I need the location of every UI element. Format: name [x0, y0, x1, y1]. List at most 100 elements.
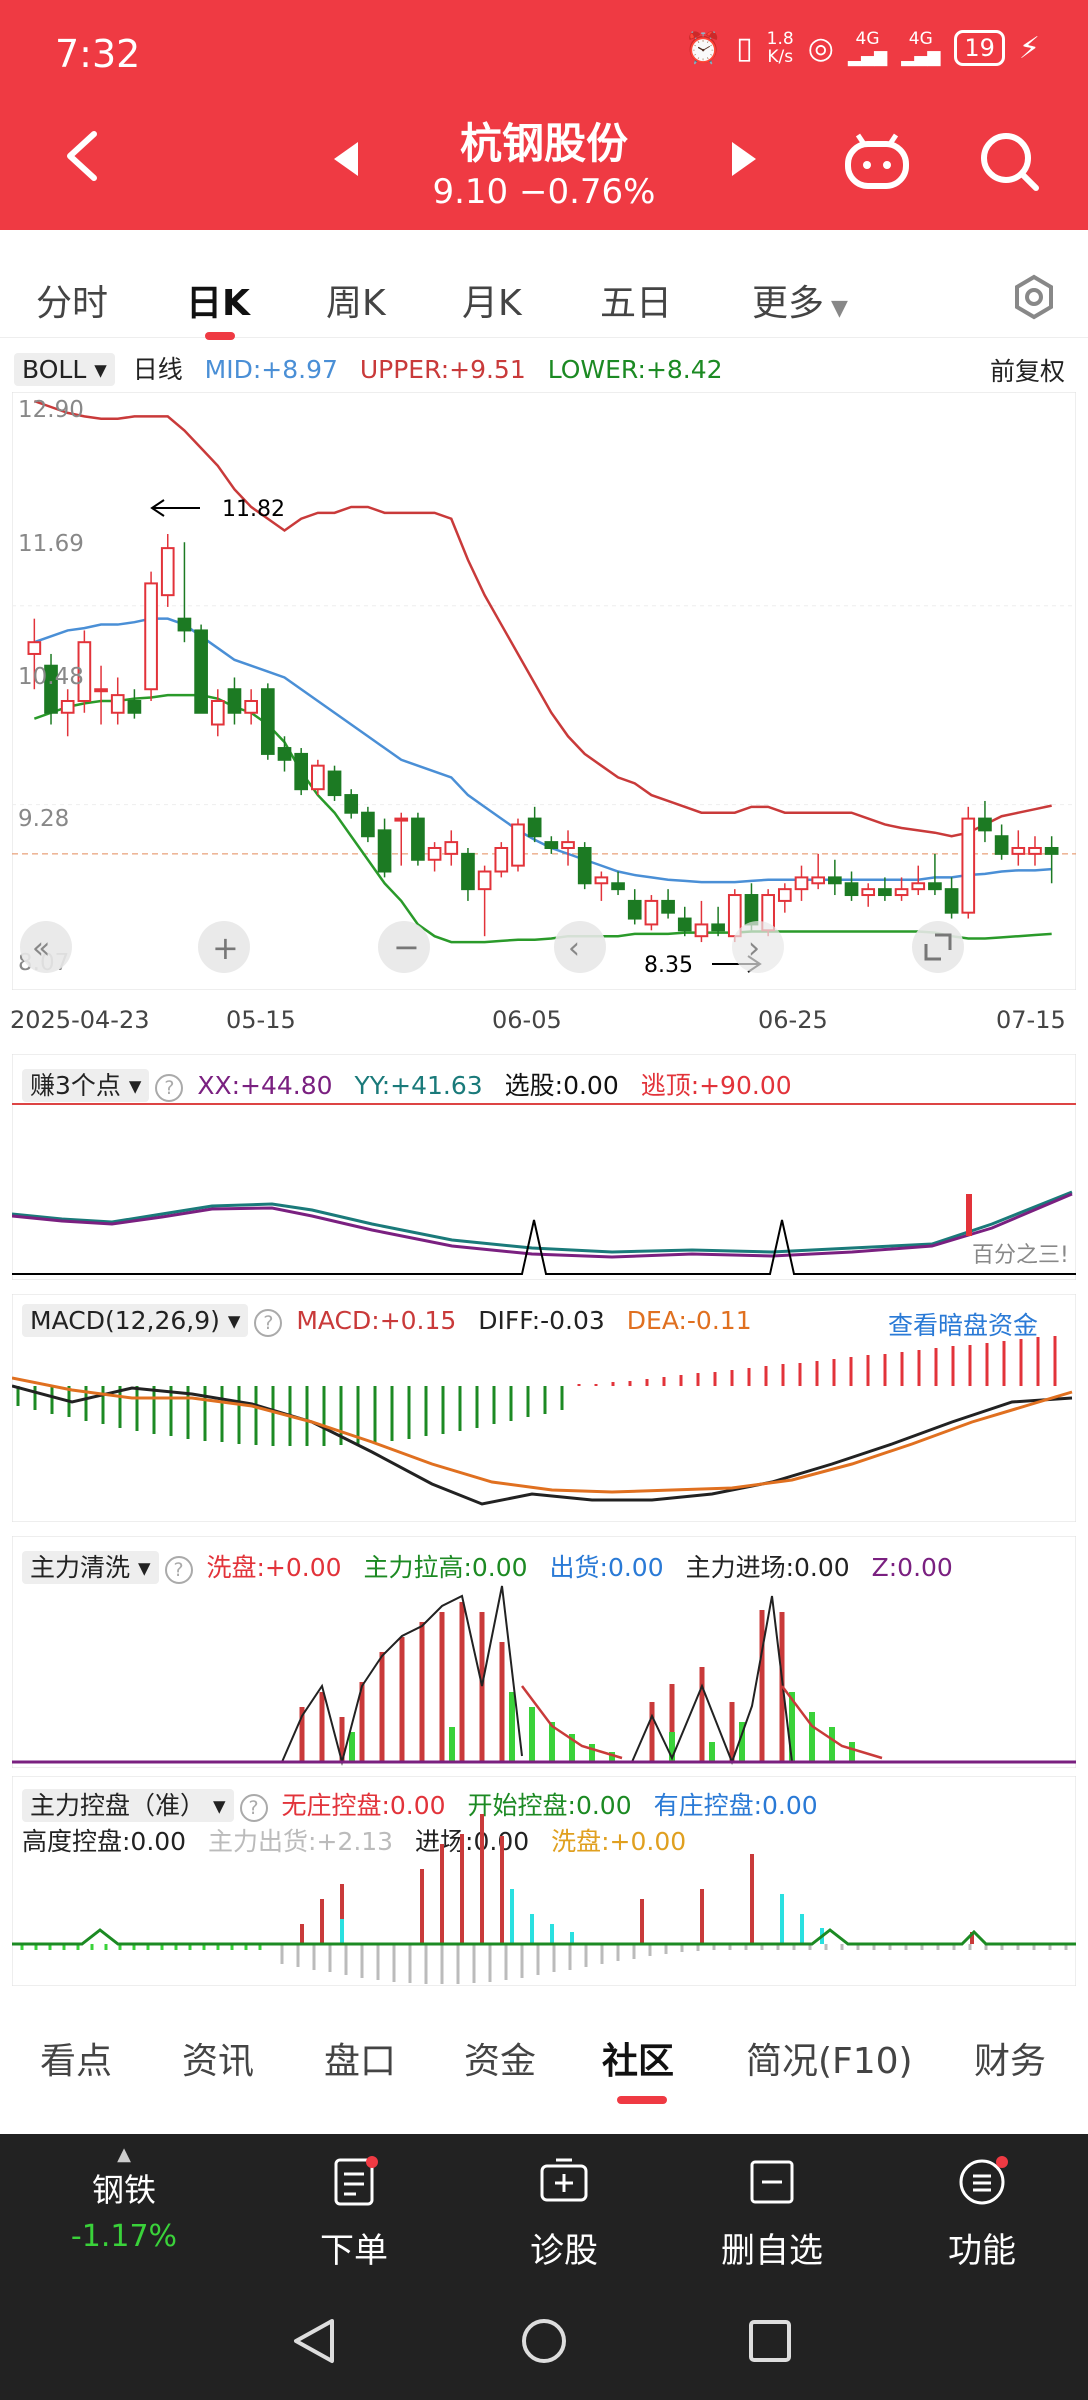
- up-arrow-icon: ▲: [117, 2144, 131, 2165]
- wash-bars: [281, 1585, 883, 1766]
- ind1-note: 百分之三!: [972, 1243, 1069, 1268]
- candle: [944, 877, 959, 919]
- nav-back-icon[interactable]: [292, 2317, 336, 2365]
- tab-profile[interactable]: 简况(F10): [746, 2041, 913, 2082]
- candle: [227, 677, 242, 725]
- candle-body: [194, 629, 208, 714]
- candle: [1011, 830, 1026, 866]
- boll-lower-line: [33, 693, 1052, 944]
- network-speed: 1.8 K/s: [767, 30, 794, 66]
- kline-chart[interactable]: 12.90 11.69 10.48 9.28 8.07 11.82 8.35 «…: [12, 392, 1076, 990]
- tab-month-k[interactable]: 月K: [462, 283, 522, 324]
- menu-icon: [959, 2156, 1008, 2205]
- candle-body: [611, 882, 625, 891]
- candle: [794, 865, 809, 901]
- candle-body: [527, 817, 542, 838]
- tab-week-k[interactable]: 周K: [326, 283, 386, 324]
- vibrate-icon: ▯: [736, 30, 753, 66]
- tab-community[interactable]: 社区: [602, 2041, 675, 2082]
- macd-selector[interactable]: MACD(12,26,9) ▾: [22, 1304, 249, 1337]
- candle-body: [511, 823, 525, 867]
- candle-body: [94, 688, 108, 693]
- control-bars: [20, 1814, 1068, 1984]
- robot-icon[interactable]: [842, 132, 912, 192]
- control-legend-2: 高度控盘:0.00 主力出货:+2.13 进场:0.00 洗盘:+0.00: [22, 1822, 686, 1858]
- candle-body: [227, 688, 242, 714]
- candle: [260, 683, 275, 760]
- order-label: 下单: [320, 2231, 388, 2271]
- candle-body: [77, 641, 92, 702]
- status-time: 7:32: [55, 32, 141, 76]
- next-stock-icon[interactable]: [732, 142, 756, 176]
- tab-day-k[interactable]: 日K: [186, 283, 250, 324]
- function-button[interactable]: 功能: [902, 2156, 1062, 2272]
- boll-selector[interactable]: BOLL ▾: [14, 353, 115, 386]
- fullscreen-button[interactable]: [912, 921, 964, 973]
- candle: [244, 689, 258, 725]
- candle-body: [444, 841, 459, 855]
- action-toolbar: ▲ 钢铁 -1.17% 下单 诊股 删自选 功能: [0, 2134, 1088, 2279]
- sector-button[interactable]: ▲ 钢铁 -1.17%: [44, 2144, 204, 2254]
- tab-financials[interactable]: 财务: [974, 2041, 1047, 2082]
- tab-highlights[interactable]: 看点: [40, 2041, 113, 2082]
- diagnose-button[interactable]: 诊股: [484, 2156, 644, 2272]
- candle-body: [27, 641, 42, 655]
- candle-body: [577, 846, 592, 885]
- candle: [627, 889, 642, 925]
- wash-selector[interactable]: 主力清洗 ▾: [22, 1551, 159, 1584]
- help-icon[interactable]: ?: [164, 1556, 193, 1584]
- back-icon[interactable]: [62, 130, 104, 182]
- candle: [844, 871, 859, 901]
- alarm-icon: ⏰: [684, 30, 723, 66]
- nav-home-icon[interactable]: [520, 2317, 568, 2365]
- remove-watchlist-button[interactable]: 删自选: [692, 2156, 852, 2272]
- control-none: 无庄控盘:0.00: [281, 1791, 446, 1820]
- tab-funds[interactable]: 资金: [464, 2041, 537, 2082]
- ind1-selector[interactable]: 赚3个点 ▾: [22, 1069, 150, 1102]
- candle-body: [861, 888, 876, 897]
- candle-body: [160, 547, 175, 597]
- next-candle-button[interactable]: ›: [732, 921, 784, 973]
- candle: [60, 689, 75, 737]
- macd-value: MACD:+0.15: [296, 1306, 457, 1335]
- wash-line: [631, 1595, 793, 1765]
- control-in: 进场:0.00: [415, 1827, 530, 1856]
- wash-legend: 主力清洗 ▾? 洗盘:+0.00 主力拉高:0.00 出货:0.00 主力进场:…: [22, 1548, 953, 1584]
- sector-change: -1.17%: [70, 2219, 178, 2254]
- tab-more[interactable]: 更多 ▼: [752, 274, 848, 326]
- candle-body: [928, 882, 942, 891]
- tab-fenshi[interactable]: 分时: [36, 283, 109, 324]
- period-tabs: 分时 日K 周K 月K 五日 更多 ▼: [0, 252, 1088, 340]
- scroll-left-button[interactable]: «: [20, 921, 72, 973]
- tab-five-day[interactable]: 五日: [600, 283, 673, 324]
- control-selector[interactable]: 主力控盘（准） ▾: [22, 1789, 234, 1822]
- candle-body: [794, 876, 809, 891]
- candle: [594, 871, 609, 901]
- help-icon[interactable]: ?: [254, 1309, 283, 1337]
- diagnose-label: 诊股: [530, 2231, 598, 2271]
- low-label: 8.35: [644, 953, 693, 978]
- candle: [511, 818, 525, 872]
- boll-upper: UPPER:+9.51: [359, 355, 526, 384]
- candle-body: [811, 876, 826, 885]
- tab-orderbook[interactable]: 盘口: [324, 2041, 397, 2082]
- tab-news[interactable]: 资讯: [182, 2041, 255, 2082]
- prev-candle-button[interactable]: ‹: [554, 921, 606, 973]
- candle-body: [1028, 846, 1042, 855]
- dark-fund-link[interactable]: 查看暗盘资金: [888, 1311, 1039, 1340]
- adjust-mode[interactable]: 前复权: [990, 357, 1066, 386]
- zoom-out-button[interactable]: −: [378, 921, 430, 973]
- candle-body: [961, 817, 976, 914]
- candle: [911, 865, 926, 896]
- candle: [577, 842, 592, 890]
- nav-recents-icon[interactable]: [748, 2319, 792, 2363]
- zoom-in-button[interactable]: +: [198, 921, 250, 973]
- prev-stock-icon[interactable]: [334, 142, 358, 176]
- settings-icon[interactable]: [1011, 274, 1057, 320]
- candle-body: [894, 888, 909, 897]
- help-icon[interactable]: ?: [239, 1794, 268, 1822]
- help-icon[interactable]: ?: [155, 1074, 184, 1102]
- candle: [27, 618, 42, 690]
- order-button[interactable]: 下单: [274, 2156, 434, 2272]
- search-icon[interactable]: [978, 130, 1040, 192]
